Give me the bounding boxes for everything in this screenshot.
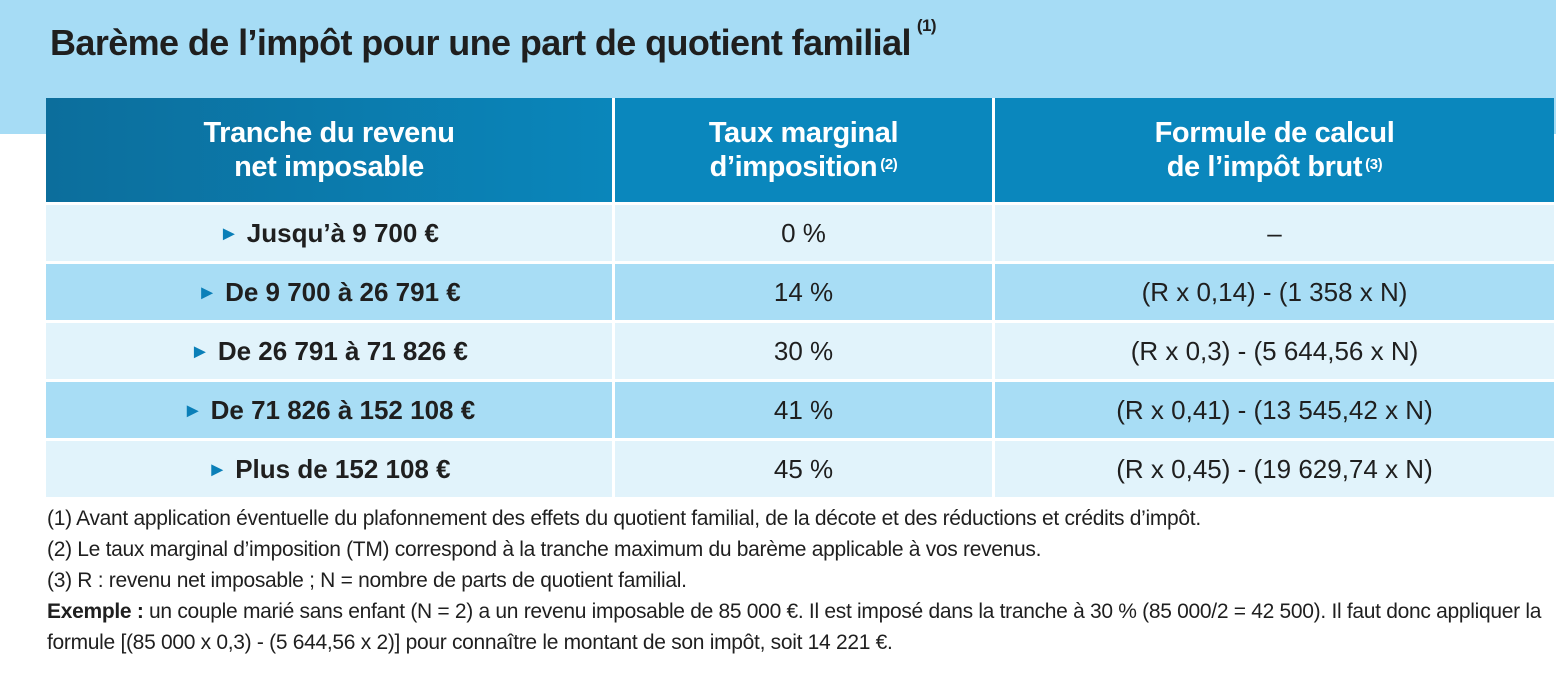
table-row: ► De 26 791 à 71 826 € 30 % (R x 0,3) - (…: [46, 320, 1554, 379]
rate-cell: 30 %: [612, 320, 992, 379]
footnote-3: (3) R : revenu net imposable ; N = nombr…: [47, 569, 687, 592]
table-row: ► Jusqu’à 9 700 € 0 % –: [46, 202, 1554, 261]
income-band-cell: ► De 9 700 à 26 791 €: [46, 261, 612, 320]
example-label: Exemple :: [47, 600, 144, 623]
formula-cell: –: [992, 202, 1554, 261]
table-row: ► De 71 826 à 152 108 € 41 % (R x 0,41) -…: [46, 379, 1554, 438]
footnotes: (1) Avant application éventuelle du plaf…: [47, 503, 1556, 658]
header-marginal-rate: Taux marginal d’imposition (2): [612, 98, 992, 202]
income-band-cell: ► Plus de 152 108 €: [46, 438, 612, 497]
income-band-cell: ► De 26 791 à 71 826 €: [46, 320, 612, 379]
rate-cell: 45 %: [612, 438, 992, 497]
triangle-right-icon: ►: [197, 281, 218, 304]
header-income-band: Tranche du revenu net imposable: [46, 98, 612, 202]
footnote-1: (1) Avant application éventuelle du plaf…: [47, 507, 1201, 530]
page-title: Barème de l’impôt pour une part de quoti…: [50, 16, 937, 64]
formula-cell: (R x 0,45) - (19 629,74 x N): [992, 438, 1554, 497]
formula-cell: (R x 0,41) - (13 545,42 x N): [992, 379, 1554, 438]
header-footnote-ref: (3): [1365, 156, 1383, 173]
header-formula: Formule de calcul de l’impôt brut (3): [992, 98, 1554, 202]
triangle-right-icon: ►: [182, 399, 203, 422]
rate-cell: 14 %: [612, 261, 992, 320]
title-footnote-ref: (1): [916, 16, 937, 35]
tax-scale-table: Tranche du revenu net imposable Taux marg…: [46, 98, 1554, 497]
triangle-right-icon: ►: [190, 340, 210, 363]
formula-cell: (R x 0,3) - (5 644,56 x N): [992, 320, 1554, 379]
example-paragraph: Exemple : un couple marié sans enfant (N…: [47, 596, 1556, 658]
table-row: ► De 9 700 à 26 791 € 14 % (R x 0,14) - (…: [46, 261, 1554, 320]
title-text: Barème de l’impôt pour une part de quoti…: [50, 22, 912, 63]
table-row: ► Plus de 152 108 € 45 % (R x 0,45) - (19…: [46, 438, 1554, 497]
footnote-2: (2) Le taux marginal d’imposition (TM) c…: [47, 538, 1042, 561]
triangle-right-icon: ►: [218, 222, 239, 245]
income-band-cell: ► Jusqu’à 9 700 €: [46, 202, 612, 261]
header-footnote-ref: (2): [880, 156, 898, 173]
income-band-cell: ► De 71 826 à 152 108 €: [46, 379, 612, 438]
table-header-row: Tranche du revenu net imposable Taux marg…: [46, 98, 1554, 202]
rate-cell: 0 %: [612, 202, 992, 261]
formula-cell: (R x 0,14) - (1 358 x N): [992, 261, 1554, 320]
rate-cell: 41 %: [612, 379, 992, 438]
triangle-right-icon: ►: [207, 458, 228, 481]
example-text: un couple marié sans enfant (N = 2) a un…: [47, 600, 1542, 654]
